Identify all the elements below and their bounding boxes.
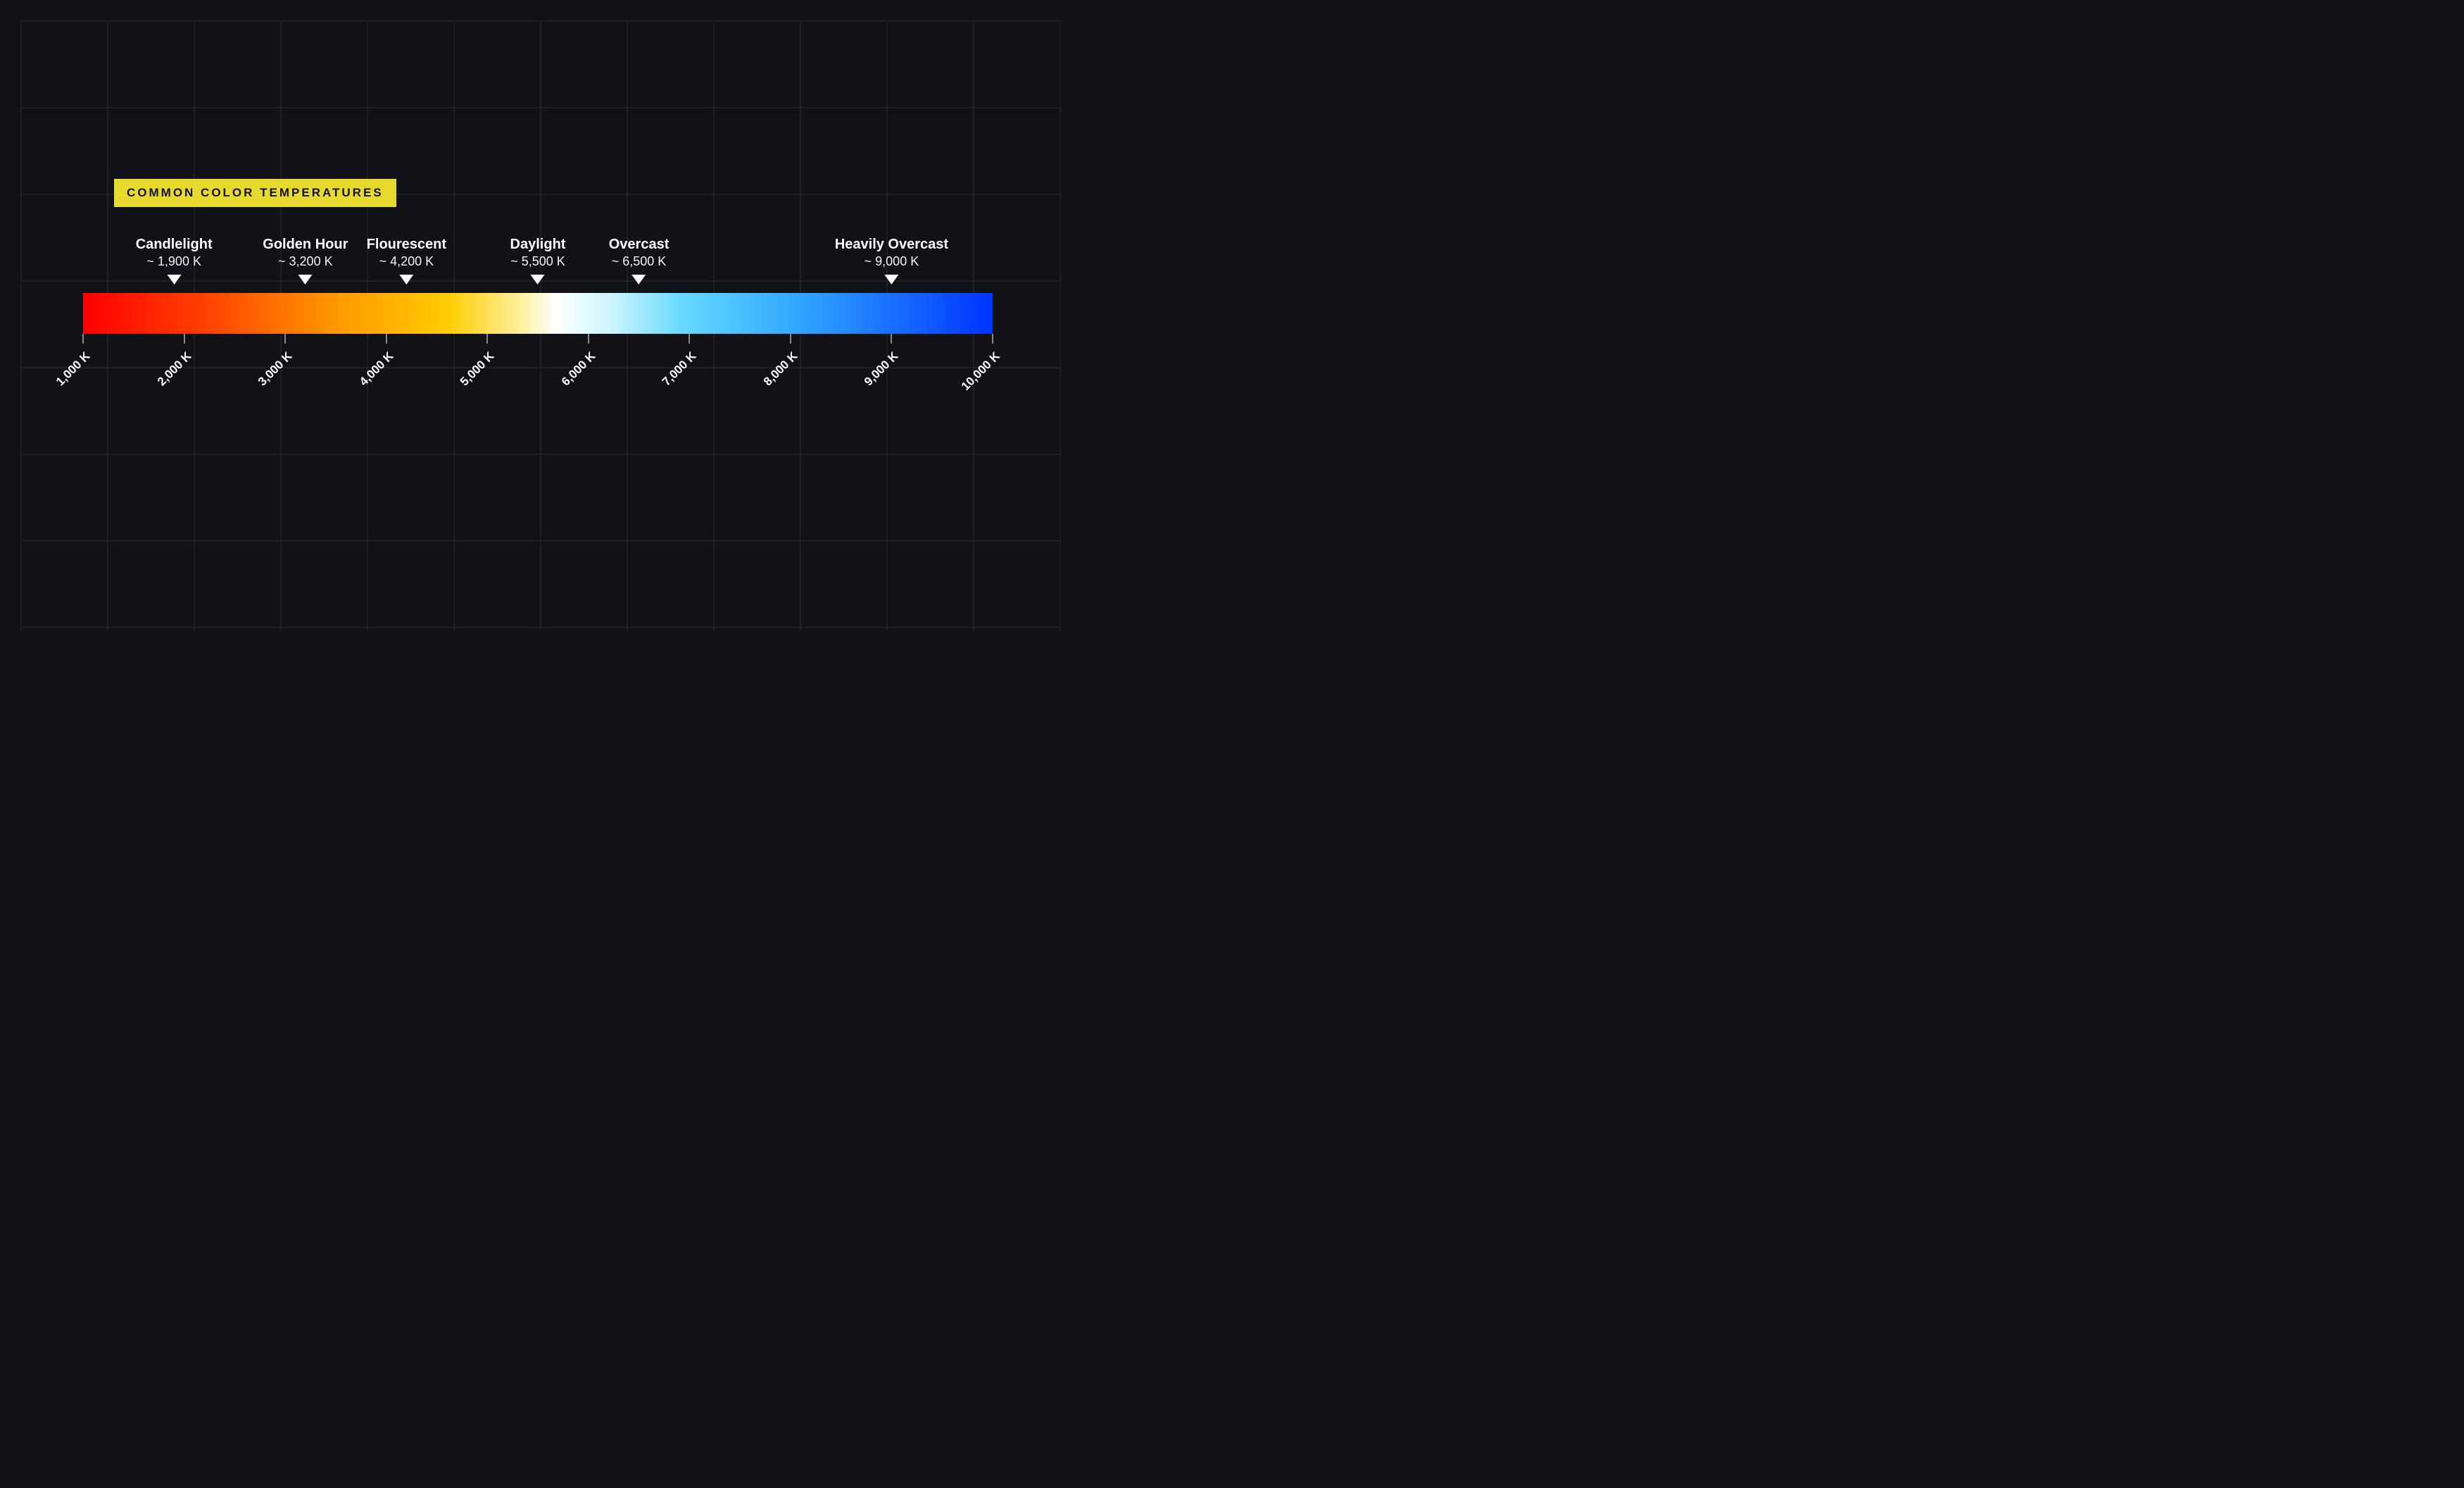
axis-tick: 9,000 K: [891, 334, 892, 344]
spectrum-bar: [83, 293, 993, 334]
axis-tick: 8,000 K: [790, 334, 791, 344]
marker-label: Golden Hour: [263, 237, 348, 253]
tick-mark: [689, 334, 690, 344]
tick-label: 3,000 K: [256, 349, 295, 389]
title-badge: COMMON COLOR TEMPERATURES: [114, 179, 396, 207]
chevron-down-icon: [884, 275, 898, 285]
tick-label: 7,000 K: [660, 349, 699, 389]
tick-label: 1,000 K: [54, 349, 93, 389]
tick-label: 9,000 K: [862, 349, 901, 389]
chevron-down-icon: [531, 275, 545, 285]
chevron-down-icon: [167, 275, 181, 285]
tick-label: 5,000 K: [458, 349, 497, 389]
tick-mark: [588, 334, 589, 344]
marker-value: ~ 6,500 K: [609, 254, 670, 269]
canvas: COMMON COLOR TEMPERATURES Candlelight ~ …: [0, 0, 1081, 653]
tick-label: 10,000 K: [958, 349, 1002, 394]
axis-tick: 3,000 K: [285, 334, 286, 344]
chevron-down-icon: [632, 275, 646, 285]
marker-label: Daylight: [510, 237, 566, 253]
axis-tick: 7,000 K: [689, 334, 690, 344]
tick-mark: [285, 334, 286, 344]
marker: Daylight ~ 5,500 K: [510, 237, 566, 285]
marker-label: Heavily Overcast: [835, 237, 948, 253]
marker: Candlelight ~ 1,900 K: [136, 237, 213, 285]
tick-mark: [83, 334, 84, 344]
chevron-down-icon: [298, 275, 313, 285]
tick-label: 2,000 K: [154, 349, 194, 389]
axis-tick: 6,000 K: [588, 334, 589, 344]
tick-mark: [487, 334, 488, 344]
chevron-down-icon: [399, 275, 413, 285]
marker-value: ~ 4,200 K: [367, 254, 446, 269]
marker: Overcast ~ 6,500 K: [609, 237, 670, 285]
marker: Heavily Overcast ~ 9,000 K: [835, 237, 948, 285]
marker-label: Candlelight: [136, 237, 213, 253]
marker-label: Overcast: [609, 237, 670, 253]
axis-tick: 1,000 K: [83, 334, 84, 344]
marker: Golden Hour ~ 3,200 K: [263, 237, 348, 285]
tick-mark: [891, 334, 892, 344]
marker-value: ~ 5,500 K: [510, 254, 566, 269]
tick-label: 6,000 K: [559, 349, 598, 389]
marker-label: Flourescent: [367, 237, 446, 253]
tick-mark: [790, 334, 791, 344]
marker-value: ~ 9,000 K: [835, 254, 948, 269]
tick-label: 4,000 K: [357, 349, 396, 389]
axis-tick: 5,000 K: [487, 334, 488, 344]
marker: Flourescent ~ 4,200 K: [367, 237, 446, 285]
marker-value: ~ 1,900 K: [136, 254, 213, 269]
marker-value: ~ 3,200 K: [263, 254, 348, 269]
tick-label: 8,000 K: [761, 349, 800, 389]
